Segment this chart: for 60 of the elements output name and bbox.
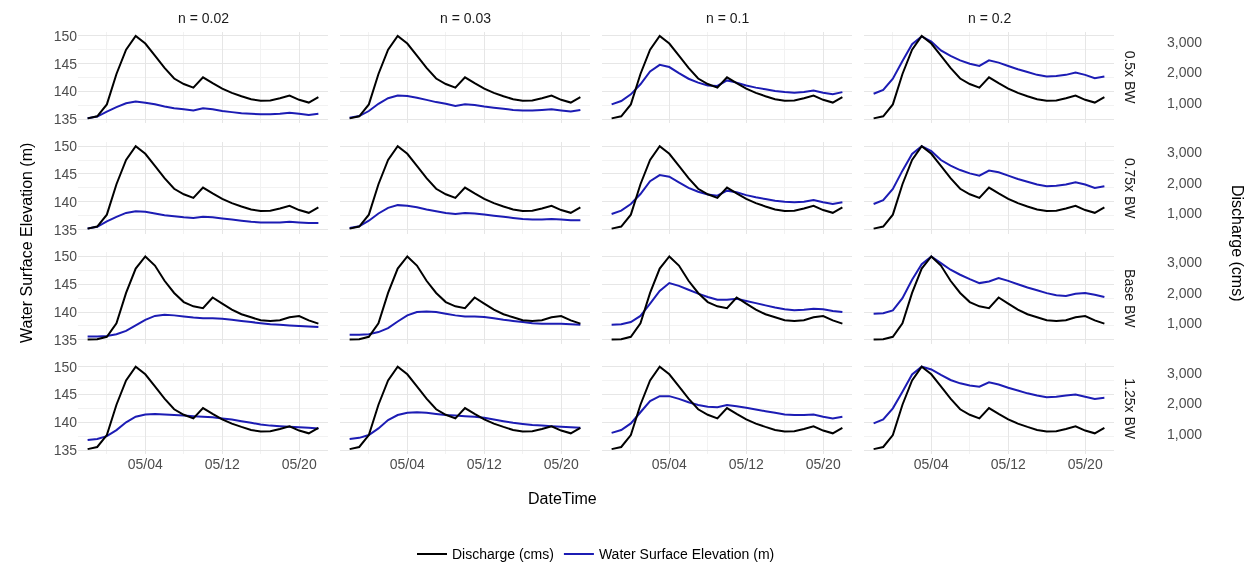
line-series bbox=[872, 255, 1106, 341]
line-series bbox=[872, 145, 1106, 230]
y2-tick-label: 3,000 bbox=[1167, 144, 1203, 161]
x-tick-label: 05/04 bbox=[913, 456, 950, 472]
y-tick-label: 150 bbox=[53, 138, 78, 155]
x-tick-label: 05/12 bbox=[728, 456, 764, 472]
y-tick-label: 140 bbox=[53, 193, 78, 210]
text: 0.75x BW bbox=[1121, 157, 1138, 220]
y2-axis-title: Discharge (cms) bbox=[1229, 185, 1246, 302]
y-tick-label: 150 bbox=[53, 358, 78, 375]
y-tick-label: 135 bbox=[53, 221, 78, 238]
x-tick-label: 05/04 bbox=[389, 456, 426, 472]
y2-tick-label: 1,000 bbox=[1167, 425, 1203, 442]
y-tick-label: 150 bbox=[53, 248, 78, 265]
y2-tick-label: 3,000 bbox=[1167, 364, 1203, 381]
x-tick-label: 05/12 bbox=[204, 456, 240, 472]
chart-title: n = 0.03 bbox=[440, 10, 492, 26]
x-axis-title: DateTime bbox=[528, 490, 597, 507]
line-series bbox=[86, 313, 320, 338]
x-tick-label: 05/12 bbox=[990, 456, 1026, 472]
chart-title: n = 0.1 bbox=[706, 10, 750, 26]
y-tick-label: 140 bbox=[53, 303, 78, 320]
y-tick-label: 135 bbox=[53, 442, 78, 458]
text: 0.5x BW bbox=[1121, 50, 1138, 105]
y-tick-label: 150 bbox=[53, 27, 78, 44]
x-tick-label: 05/12 bbox=[466, 456, 502, 472]
y-tick-label: 135 bbox=[53, 331, 78, 348]
chart-title: n = 0.02 bbox=[178, 10, 230, 26]
x-tick-label: 05/04 bbox=[127, 456, 164, 472]
x-tick-label: 05/20 bbox=[543, 456, 579, 472]
y-tick-label: 145 bbox=[53, 276, 78, 293]
y2-tick-label: 1,000 bbox=[1167, 94, 1203, 111]
y-tick-label: 140 bbox=[53, 414, 78, 431]
y-tick-label: 145 bbox=[53, 165, 78, 182]
y2-tick-label: 2,000 bbox=[1167, 64, 1203, 81]
y-tick-label: 135 bbox=[53, 111, 78, 128]
x-tick-label: 05/20 bbox=[805, 456, 841, 472]
y-tick-label: 145 bbox=[53, 55, 78, 72]
x-tick-label: 05/20 bbox=[281, 456, 317, 472]
y2-tick-label: 1,000 bbox=[1167, 315, 1203, 332]
y-tick-label: 145 bbox=[53, 386, 78, 403]
y-axis-title: Water Surface Elevation (m) bbox=[18, 142, 35, 343]
y2-tick-label: 3,000 bbox=[1167, 33, 1203, 50]
legend-label: Water Surface Elevation (m) bbox=[598, 546, 775, 563]
x-tick-label: 05/20 bbox=[1067, 456, 1103, 472]
text: Base BW bbox=[1122, 269, 1139, 329]
text: 1.25x BW bbox=[1122, 378, 1139, 440]
line-series bbox=[872, 365, 1106, 451]
legend-label: Discharge (cms) bbox=[452, 546, 554, 563]
y2-tick-label: 3,000 bbox=[1167, 254, 1203, 271]
line-series bbox=[86, 412, 320, 442]
line-series bbox=[86, 210, 320, 230]
chart-title: n = 0.2 bbox=[968, 10, 1012, 26]
y2-tick-label: 2,000 bbox=[1167, 284, 1203, 301]
y2-tick-label: 2,000 bbox=[1167, 174, 1203, 191]
line-series bbox=[872, 34, 1106, 120]
y2-tick-label: 2,000 bbox=[1167, 395, 1203, 412]
x-tick-label: 05/04 bbox=[651, 456, 688, 472]
y2-tick-label: 1,000 bbox=[1167, 205, 1203, 222]
y-tick-label: 140 bbox=[53, 83, 78, 100]
